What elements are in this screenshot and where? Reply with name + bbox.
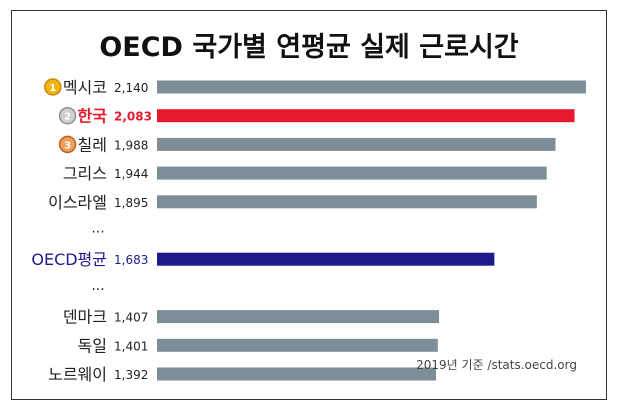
bar-7 [157, 310, 440, 324]
bar-5 [157, 195, 537, 209]
medal-rank: 2 [64, 112, 71, 123]
category-label: 덴마크 [63, 308, 107, 327]
value-label: 1,392 [114, 368, 148, 382]
value-label: 1,944 [114, 167, 148, 181]
category-label: OECD평균 [31, 250, 107, 269]
value-label: 1,988 [114, 138, 148, 152]
source-note: 2019년 기준 /stats.oecd.org [416, 358, 577, 372]
category-label: 노르웨이 [48, 365, 107, 384]
category-label: 그리스 [63, 164, 107, 183]
category-label: 이스라엘 [48, 193, 107, 212]
ellipsis: ... [91, 278, 104, 294]
category-label: 독일 [78, 336, 107, 355]
ellipsis: ... [91, 221, 104, 237]
value-label: 1,683 [114, 253, 148, 267]
bar-9 [157, 367, 437, 381]
bar-1 [157, 80, 586, 94]
bar-6 [157, 252, 495, 266]
medal-circle [58, 106, 77, 125]
value-label: 2,140 [114, 81, 148, 95]
category-label: 칠레 [78, 135, 107, 154]
medal-rank: 3 [64, 140, 71, 151]
medal-icon: 3 [58, 135, 77, 154]
bar-8 [157, 338, 438, 352]
medal-circle [58, 135, 77, 154]
bar-2 [157, 109, 575, 123]
value-label: 2,083 [114, 110, 152, 124]
medal-icon: 2 [58, 106, 77, 125]
category-label: 한국 [78, 107, 108, 126]
medal-rank: 1 [49, 83, 56, 94]
value-label: 1,407 [114, 311, 148, 325]
category-label: 멕시코 [63, 78, 107, 97]
bar-3 [157, 137, 556, 151]
value-label: 1,401 [114, 339, 148, 353]
chart-title: OECD 국가별 연평균 실제 근로시간 [99, 32, 519, 63]
bar-4 [157, 166, 547, 180]
value-label: 1,895 [114, 196, 148, 210]
medal-circle [44, 78, 62, 96]
medal-icon: 1 [44, 78, 62, 96]
